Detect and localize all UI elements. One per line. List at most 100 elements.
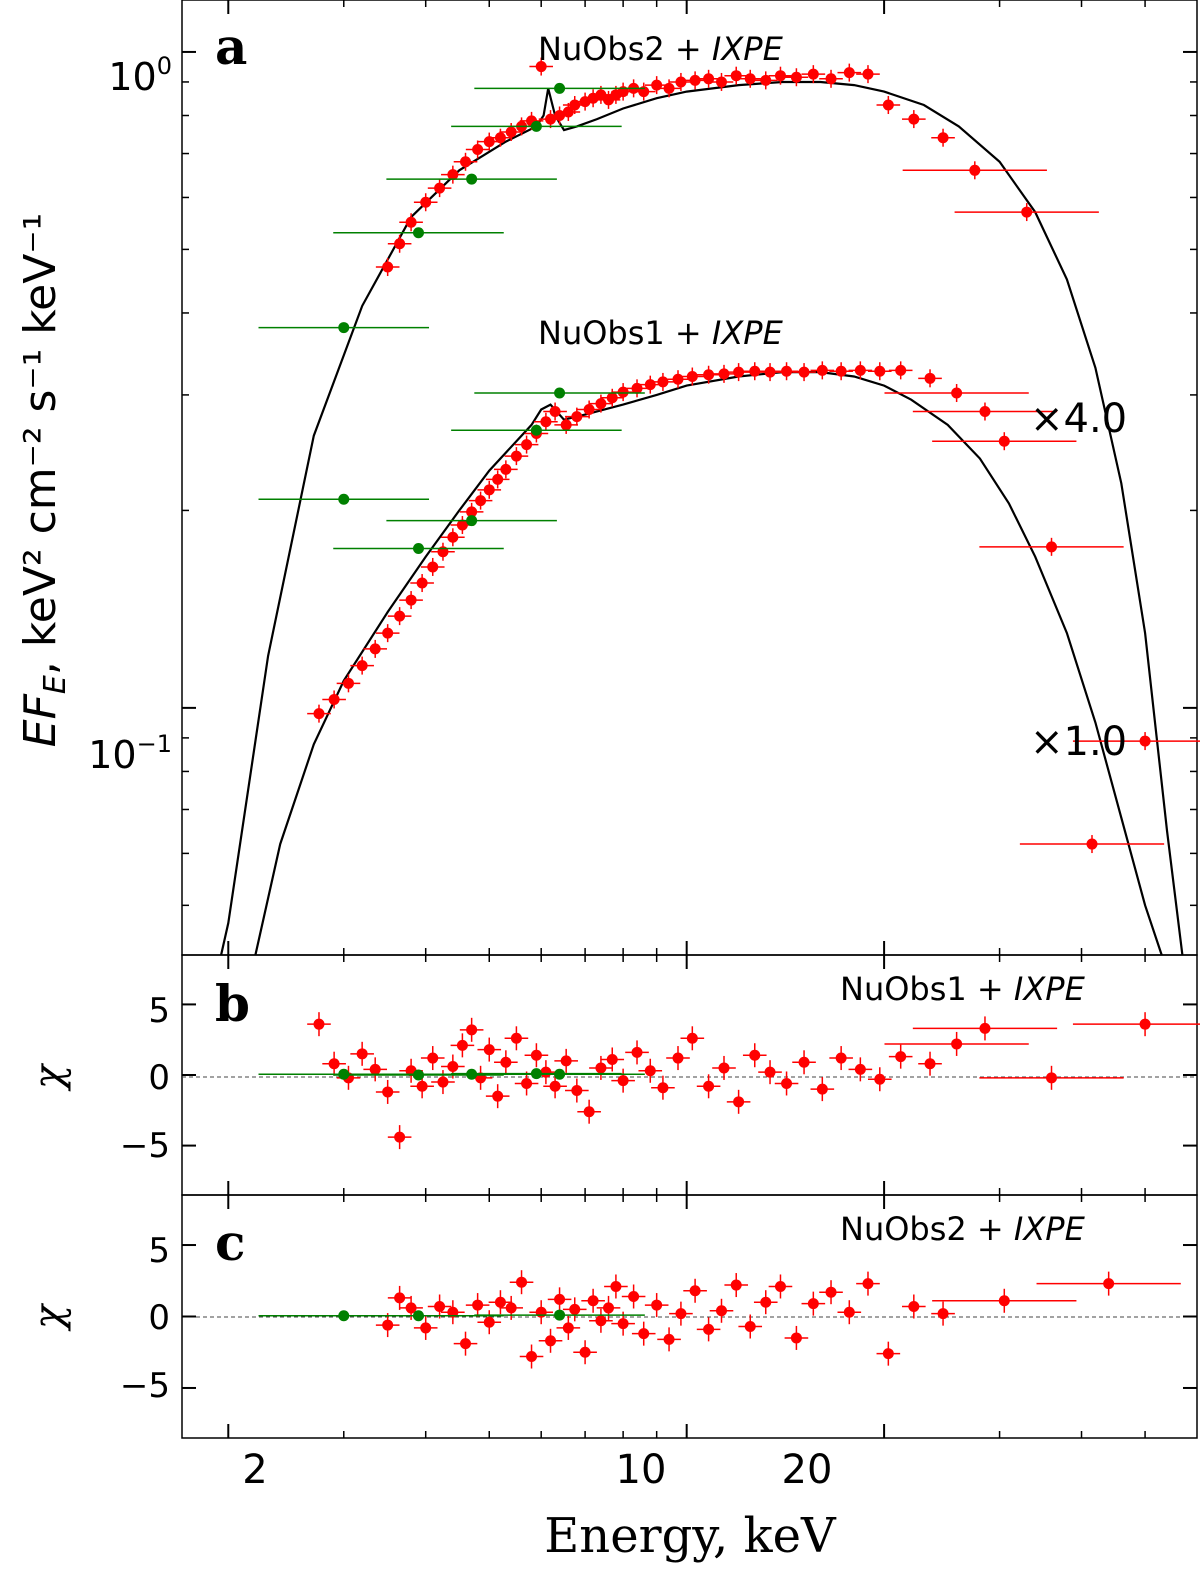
marker <box>979 406 991 418</box>
marker <box>715 76 727 88</box>
marker <box>882 1348 894 1360</box>
marker <box>416 577 428 589</box>
data-point-a-nustar-6 <box>453 152 478 171</box>
marker <box>447 1306 459 1318</box>
panel-b-ytick-0: 0 <box>148 1058 170 1098</box>
marker <box>420 196 432 208</box>
data-point-a-nustar-31 <box>651 372 675 391</box>
marker <box>774 1280 786 1292</box>
data-point-b-nustar-29 <box>625 1040 649 1065</box>
marker <box>460 156 472 168</box>
data-point-c-nustar-8 <box>477 1310 502 1335</box>
ytick-label-1e-1: 10−1 <box>88 730 172 777</box>
ytick-label-1e-1-base: 10 <box>88 733 136 777</box>
marker <box>492 1090 504 1102</box>
marker <box>412 542 424 554</box>
data-point-b-nustar-34 <box>696 1074 721 1099</box>
marker <box>466 506 478 518</box>
marker <box>631 382 643 394</box>
marker <box>356 660 368 672</box>
marker <box>505 126 517 138</box>
data-point-a-ixpe-1 <box>333 542 504 554</box>
marker <box>554 1068 566 1080</box>
marker <box>554 387 566 399</box>
data-point-a-nustar-43 <box>848 361 873 380</box>
data-point-a-nustar-39 <box>837 63 862 82</box>
data-point-a-nustar-16 <box>485 470 510 489</box>
data-point-b-nustar-1 <box>322 1051 346 1076</box>
data-point-a-nustar-29 <box>683 71 707 90</box>
data-point-b-nustar-0 <box>307 1012 331 1037</box>
data-point-c-nustar-0 <box>375 1313 400 1338</box>
marker <box>394 1131 406 1143</box>
data-point-a-ixpe-0 <box>258 493 430 505</box>
mid-dataset-label: NuObs1 + IXPE <box>538 314 784 352</box>
marker <box>466 1024 478 1036</box>
marker <box>617 1075 629 1087</box>
marker <box>437 1076 449 1088</box>
marker <box>554 1293 566 1305</box>
marker <box>895 1051 907 1063</box>
data-point-b-nustar-4 <box>363 1057 388 1082</box>
panel-b-dataset-label: NuObs1 + IXPE <box>840 970 1086 1008</box>
data-point-a-nustar-9 <box>488 128 513 147</box>
data-point-a-nustar-5 <box>441 165 465 184</box>
data-point-a-nustar-14 <box>468 491 493 510</box>
marker <box>998 1295 1010 1307</box>
marker <box>606 392 618 404</box>
marker <box>500 463 512 475</box>
data-point-b-nustar-17 <box>494 1050 518 1075</box>
marker <box>466 515 478 527</box>
data-point-b-nustar-5 <box>375 1079 400 1104</box>
data-point-a-nustar-46 <box>918 369 942 388</box>
data-point-a-nustar-38 <box>819 69 843 88</box>
marker <box>313 708 325 720</box>
panel-c-letter: c <box>215 1213 245 1272</box>
data-point-b-nustar-50 <box>1072 1012 1200 1037</box>
data-point-b-nustar-44 <box>867 1067 892 1092</box>
data-point-c-nustar-1 <box>387 1285 412 1310</box>
marker <box>540 416 552 428</box>
marker <box>583 404 595 416</box>
panel-a-ylabel: EFE, keV² cm⁻² s⁻¹ keV⁻¹ <box>15 213 73 747</box>
marker <box>689 1285 701 1297</box>
data-point-c-nustar-19 <box>581 1288 605 1313</box>
data-point-c-nustar-22 <box>604 1274 628 1299</box>
data-point-a-nustar-25 <box>577 400 601 419</box>
marker <box>663 1333 675 1345</box>
data-point-a-ixpe-3 <box>451 120 622 132</box>
marker <box>526 1351 538 1363</box>
panel-a-frame <box>181 0 1198 956</box>
marker <box>342 677 354 689</box>
data-point-a-nustar-48 <box>912 402 1058 421</box>
marker <box>689 74 701 86</box>
marker <box>500 1056 512 1068</box>
data-point-b-nustar-43 <box>848 1057 873 1082</box>
marker <box>494 1296 506 1308</box>
data-point-a-nustar-26 <box>589 394 613 413</box>
marker <box>338 493 350 505</box>
marker <box>686 1032 698 1044</box>
marker <box>617 386 629 398</box>
marker <box>394 610 406 622</box>
data-point-a-nustar-40 <box>792 363 816 382</box>
panel-b-ytick-neg5: −5 <box>120 1126 170 1166</box>
data-point-c-nustar-34 <box>753 1290 778 1315</box>
marker <box>854 1063 866 1075</box>
marker <box>631 1046 643 1058</box>
data-point-c-nustar-31 <box>709 1298 734 1323</box>
marker <box>521 439 533 451</box>
marker <box>774 70 786 82</box>
data-point-a-nustar-42 <box>829 362 853 381</box>
marker <box>895 364 907 376</box>
marker <box>583 1106 595 1118</box>
data-point-a-nustar-44 <box>867 362 892 381</box>
xtick-label-20: 20 <box>782 1447 833 1493</box>
marker <box>369 643 381 655</box>
marker <box>579 1346 591 1358</box>
model-curve-a-6 <box>254 371 1163 956</box>
data-point-b-nustar-41 <box>810 1077 835 1102</box>
data-point-b-nustar-42 <box>829 1046 853 1071</box>
marker <box>447 1061 459 1073</box>
data-point-c-nustar-44 <box>932 1288 1077 1313</box>
